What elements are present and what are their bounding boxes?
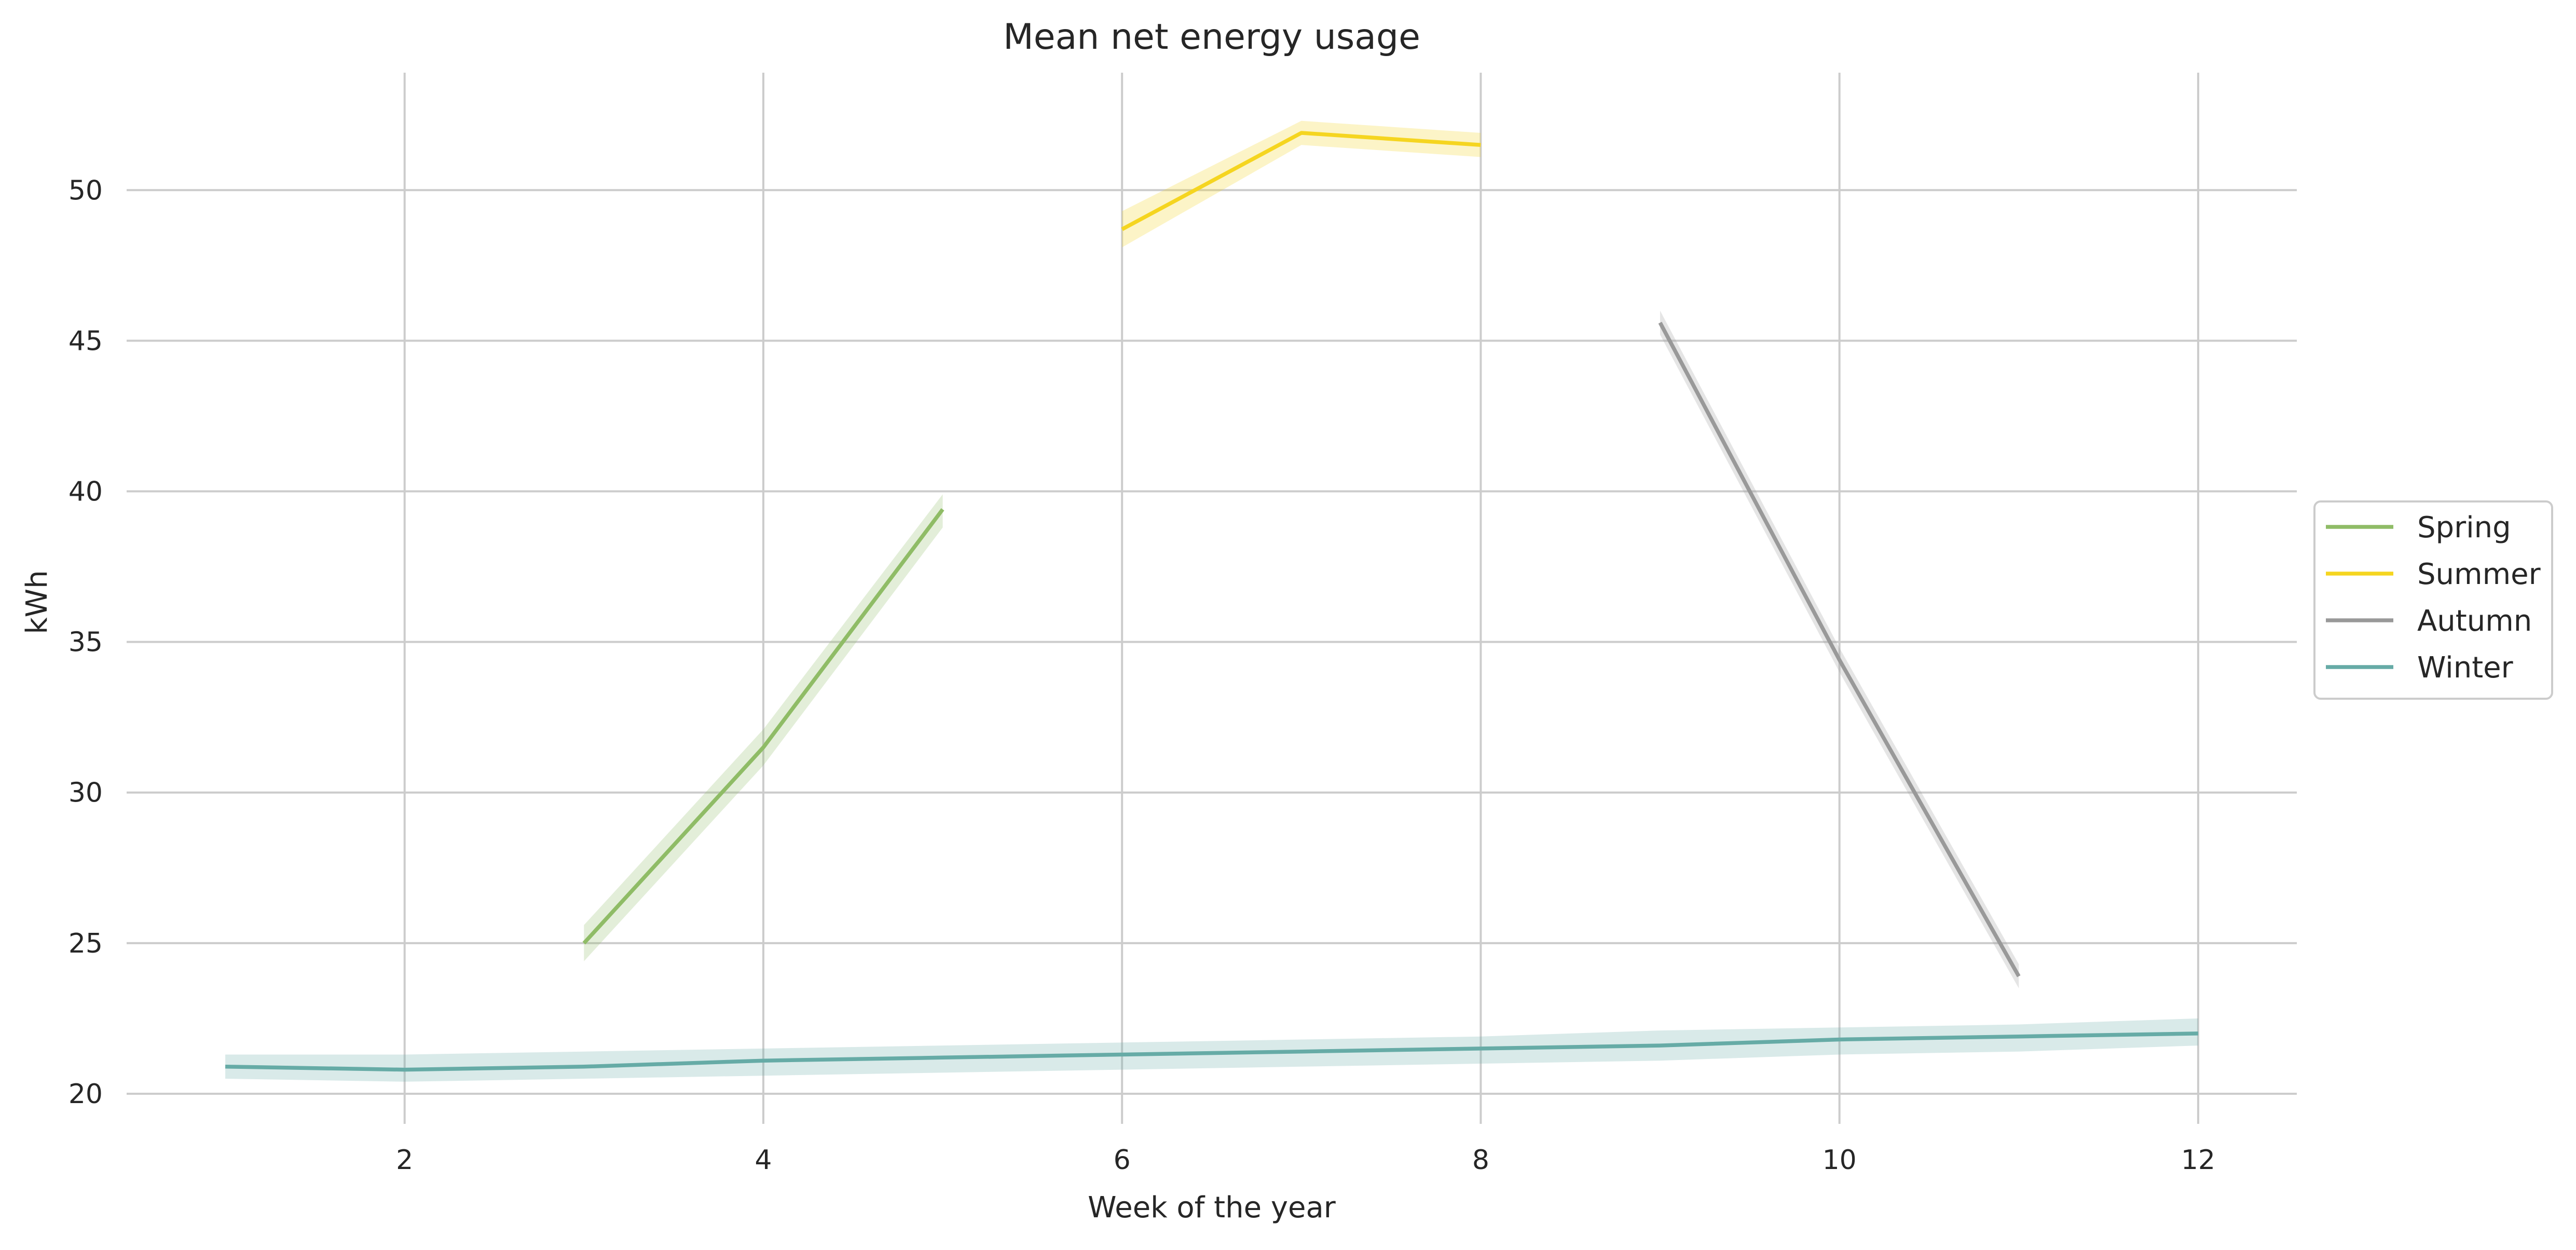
legend-item-autumn: Autumn [2326,604,2532,638]
x-tick-label: 4 [755,1145,772,1176]
series-lines [225,131,2198,1072]
x-axis-title: Week of the year [1088,1191,1336,1225]
y-tick-label: 35 [68,627,103,658]
summer-line [1121,131,1481,232]
legend-label-spring: Spring [2417,511,2511,545]
legend: Spring Summer Autumn Winter [2313,500,2553,700]
legend-item-spring: Spring [2326,511,2511,545]
y-tick-label: 45 [68,325,103,357]
confidence-bands [225,120,2198,1082]
x-tick-label: 2 [396,1145,413,1176]
y-tick-label: 50 [68,175,103,206]
y-tick-label: 30 [68,778,103,809]
y-tick-label: 25 [68,928,103,959]
legend-label-autumn: Autumn [2417,604,2532,638]
summer-confidence-band [1122,120,1481,248]
x-tick-label: 8 [1472,1145,1489,1176]
y-tick-label: 40 [68,477,103,508]
winter-line [225,1031,2198,1072]
winter-confidence-band [225,1018,2198,1082]
x-gridlines [403,73,2199,1124]
x-tick-label: 12 [2181,1145,2215,1176]
autumn-line [1658,321,2021,977]
x-tick-label: 10 [1823,1145,1857,1176]
legend-label-summer: Summer [2417,558,2541,591]
legend-box [2313,500,2553,700]
legend-item-winter: Winter [2326,651,2514,685]
y-tick-labels: 20 25 30 35 40 45 50 [68,175,103,1110]
x-tick-label: 6 [1114,1145,1131,1176]
y-tick-label: 20 [68,1079,103,1110]
spring-line [582,508,944,945]
legend-label-winter: Winter [2417,651,2514,685]
y-axis-title: kWh [20,570,54,634]
chart-title: Mean net energy usage [1003,17,1420,58]
x-tick-labels: 2 4 6 8 10 12 [396,1145,2215,1176]
y-gridlines [127,189,2297,1095]
legend-item-summer: Summer [2326,558,2541,591]
